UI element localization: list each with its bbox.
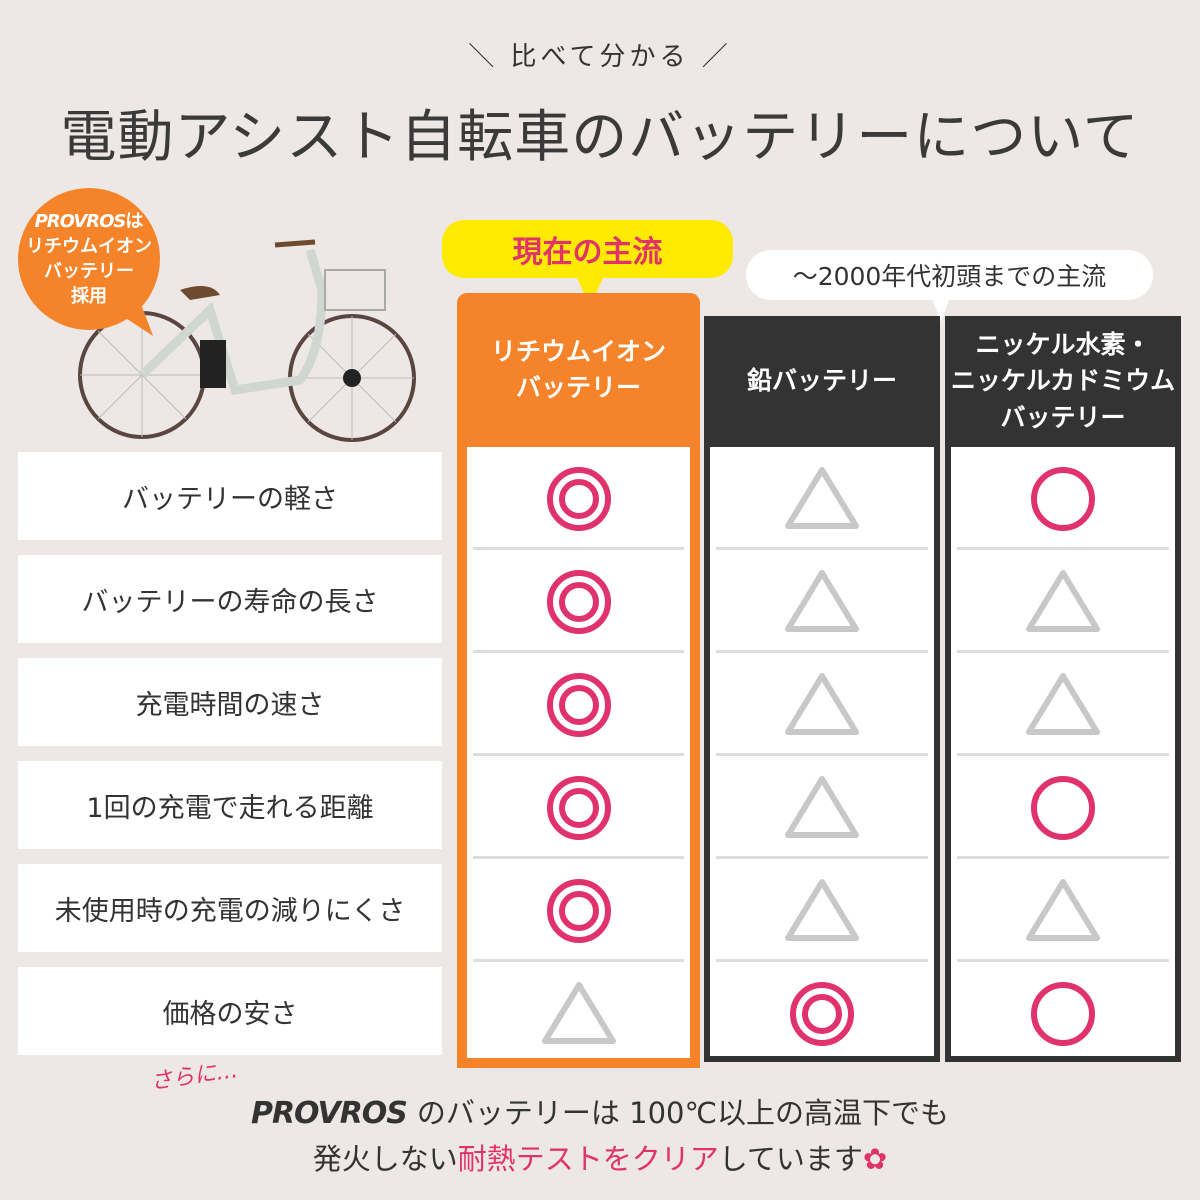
triangle-icon — [1026, 672, 1100, 735]
circle-icon — [1031, 775, 1095, 840]
divider — [473, 753, 684, 756]
double-circle-icon — [546, 672, 611, 737]
rating-cell — [957, 653, 1169, 756]
column-header-text: ニッケルカドミウム — [950, 366, 1176, 396]
rating-cell — [957, 859, 1169, 962]
rating-cell — [716, 447, 928, 550]
triangle-icon — [785, 775, 859, 838]
divider — [957, 547, 1169, 550]
past-mainstream-label: ～2000年代初頭までの主流 — [746, 250, 1153, 300]
rating-cell — [716, 653, 928, 756]
rating-cell — [473, 653, 684, 756]
footer-line-1: PROVROS のバッテリーは 100℃以上の高温下でも — [0, 1090, 1200, 1132]
rating-cell — [716, 962, 928, 1065]
rating-cell — [473, 859, 684, 962]
divider — [716, 650, 928, 653]
column-header: 鉛バッテリー — [704, 316, 940, 447]
row-label: 充電時間の速さ — [18, 658, 442, 746]
page-title: 電動アシスト自転車のバッテリーについて — [60, 105, 1140, 170]
badge-text: 採用 — [71, 286, 107, 308]
double-circle-icon — [546, 775, 611, 840]
rating-cell — [473, 756, 684, 859]
circle-icon — [1031, 466, 1095, 531]
triangle-icon — [785, 672, 859, 735]
footer-line-2: 発火しない耐熱テストをクリアしています✿ — [0, 1136, 1200, 1178]
brand-logo: PROVROS — [34, 210, 127, 232]
column-header: リチウムイオン バッテリー — [457, 293, 700, 447]
column-header: ニッケル水素・ ニッケルカドミウム バッテリー — [945, 316, 1181, 447]
current-mainstream-label: 現在の主流 — [442, 220, 733, 278]
divider — [473, 650, 684, 653]
rating-cell — [716, 550, 928, 653]
row-label: バッテリーの寿命の長さ — [18, 555, 442, 643]
rating-cell — [957, 550, 1169, 653]
row-label: 未使用時の充電の減りにくさ — [18, 864, 442, 952]
divider — [957, 856, 1169, 859]
column-1: リチウムイオン バッテリー — [457, 293, 700, 1068]
footer-text: しています — [718, 1142, 863, 1176]
column-header-text: 鉛バッテリー — [746, 366, 897, 396]
column-2: 鉛バッテリー — [704, 316, 940, 1062]
badge-text: は — [125, 210, 144, 232]
triangle-icon — [1026, 878, 1100, 941]
row-label: 価格の安さ — [18, 967, 442, 1055]
row-label: バッテリーの軽さ — [18, 452, 442, 540]
rating-cell — [957, 447, 1169, 550]
column-body — [951, 447, 1175, 1056]
rating-cell — [473, 447, 684, 550]
divider — [716, 856, 928, 859]
badge-text: バッテリー — [44, 261, 134, 282]
double-circle-icon — [790, 981, 854, 1046]
divider — [716, 959, 928, 962]
triangle-icon — [785, 466, 859, 529]
triangle-icon — [1026, 569, 1100, 632]
rating-cell — [957, 756, 1169, 859]
column-header-text: ニッケル水素・ — [975, 330, 1151, 360]
divider — [957, 959, 1169, 962]
column-body — [467, 447, 690, 1058]
rating-cell — [473, 550, 684, 653]
divider — [473, 547, 684, 550]
divider — [473, 959, 684, 962]
column-header-text: バッテリー — [1000, 402, 1126, 432]
triangle-icon — [785, 569, 859, 632]
column-body — [710, 447, 934, 1056]
double-circle-icon — [546, 569, 611, 634]
divider — [716, 753, 928, 756]
subtitle: ＼ 比べて分かる ／ — [468, 42, 732, 72]
footer-text: のバッテリーは 100℃以上の高温下でも — [416, 1096, 950, 1130]
divider — [957, 650, 1169, 653]
divider — [716, 547, 928, 550]
rating-cell — [716, 756, 928, 859]
triangle-icon — [541, 981, 616, 1044]
bicycle-image — [78, 239, 416, 442]
footer-text: 発火しない — [312, 1142, 458, 1176]
column-header-text: リチウムイオン — [490, 336, 666, 366]
double-circle-icon — [546, 466, 611, 531]
divider — [473, 856, 684, 859]
rating-cell — [957, 962, 1169, 1065]
column-header-text: バッテリー — [515, 373, 641, 402]
double-circle-icon — [546, 878, 611, 943]
footer-highlight: 耐熱テストをクリア — [457, 1142, 719, 1176]
triangle-icon — [785, 878, 859, 941]
row-label: 1回の充電で走れる距離 — [18, 761, 442, 849]
flower-icon: ✿ — [862, 1142, 888, 1176]
circle-icon — [1031, 981, 1095, 1046]
brand-badge: PROVROSは リチウムイオン バッテリー 採用 — [18, 188, 160, 330]
divider — [957, 753, 1169, 756]
brand-logo: PROVROS — [250, 1096, 408, 1131]
badge-text: リチウムイオン — [26, 235, 152, 257]
rating-cell — [473, 962, 684, 1065]
column-3: ニッケル水素・ ニッケルカドミウム バッテリー — [945, 316, 1181, 1062]
rating-cell — [716, 859, 928, 962]
